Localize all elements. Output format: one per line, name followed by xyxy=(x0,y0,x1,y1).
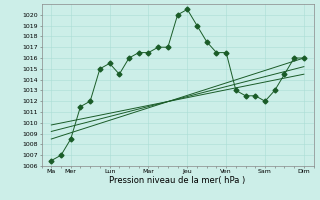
X-axis label: Pression niveau de la mer( hPa ): Pression niveau de la mer( hPa ) xyxy=(109,176,246,185)
